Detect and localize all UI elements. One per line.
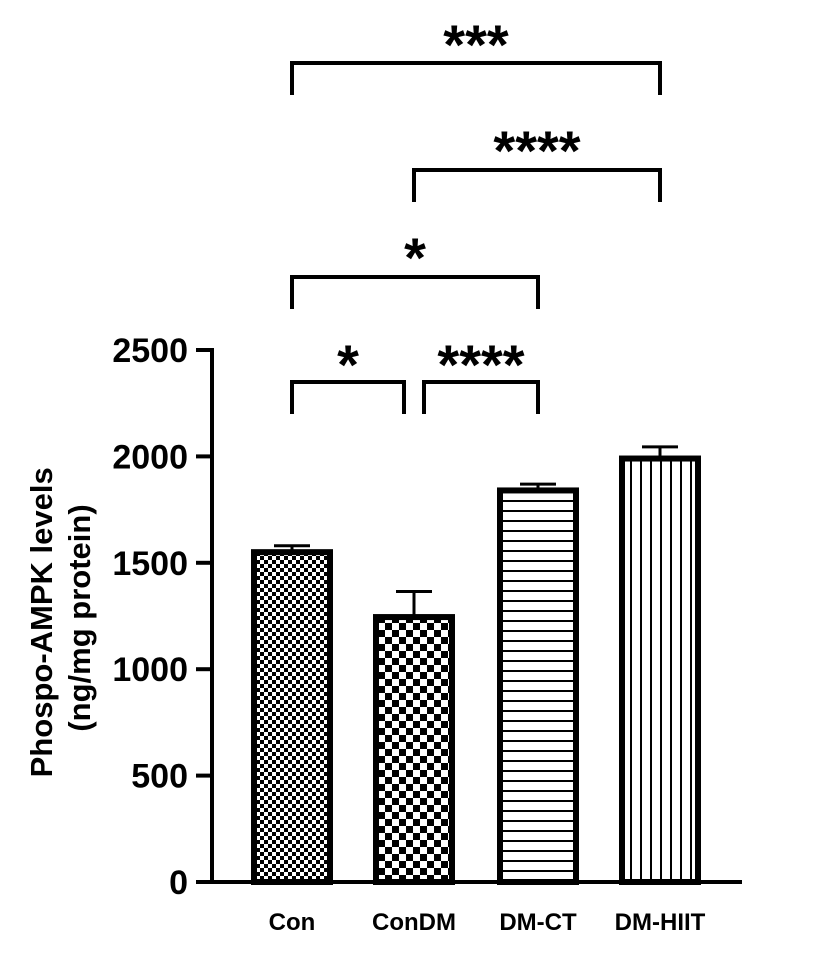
y-tick-label: 500 bbox=[131, 758, 188, 796]
y-axis-title: Phospo-AMPK levels (ng/mg protein) bbox=[24, 459, 97, 778]
bar-dm-ct bbox=[497, 487, 579, 885]
significance-label: *** bbox=[443, 13, 509, 76]
x-tick-label: ConDM bbox=[372, 909, 456, 936]
bar-dm-hiit bbox=[619, 455, 701, 885]
x-tick-label: DM-HIIT bbox=[615, 909, 706, 936]
y-tick-label: 1500 bbox=[112, 545, 188, 583]
significance-bracket bbox=[412, 168, 662, 202]
significance-label: **** bbox=[493, 119, 580, 182]
significance-bracket bbox=[290, 61, 662, 95]
significance-brackets: * ************ bbox=[290, 13, 662, 414]
y-axis-title-line-1: Phospo-AMPK levels bbox=[24, 467, 59, 777]
significance-label: **** bbox=[437, 333, 524, 396]
y-axis-title-line-2: (ng/mg protein) bbox=[62, 504, 97, 731]
x-tick-label: DM-CT bbox=[499, 909, 577, 936]
significance-bracket bbox=[290, 275, 540, 309]
significance-bracket bbox=[290, 380, 406, 414]
significance-bracket bbox=[422, 380, 540, 414]
y-tick-label: 2000 bbox=[112, 438, 188, 476]
bar-con bbox=[251, 549, 333, 885]
y-tick-label: 0 bbox=[169, 864, 188, 902]
significance-label: * bbox=[404, 226, 426, 289]
bars: Con ConDM DM-CT DM-HIIT bbox=[251, 445, 706, 936]
x-tick-label: Con bbox=[269, 909, 316, 936]
y-tick-label: 2500 bbox=[112, 332, 188, 370]
bar-condm bbox=[373, 614, 455, 886]
significance-label: * bbox=[337, 333, 359, 396]
y-tick-label: 1000 bbox=[112, 651, 188, 689]
